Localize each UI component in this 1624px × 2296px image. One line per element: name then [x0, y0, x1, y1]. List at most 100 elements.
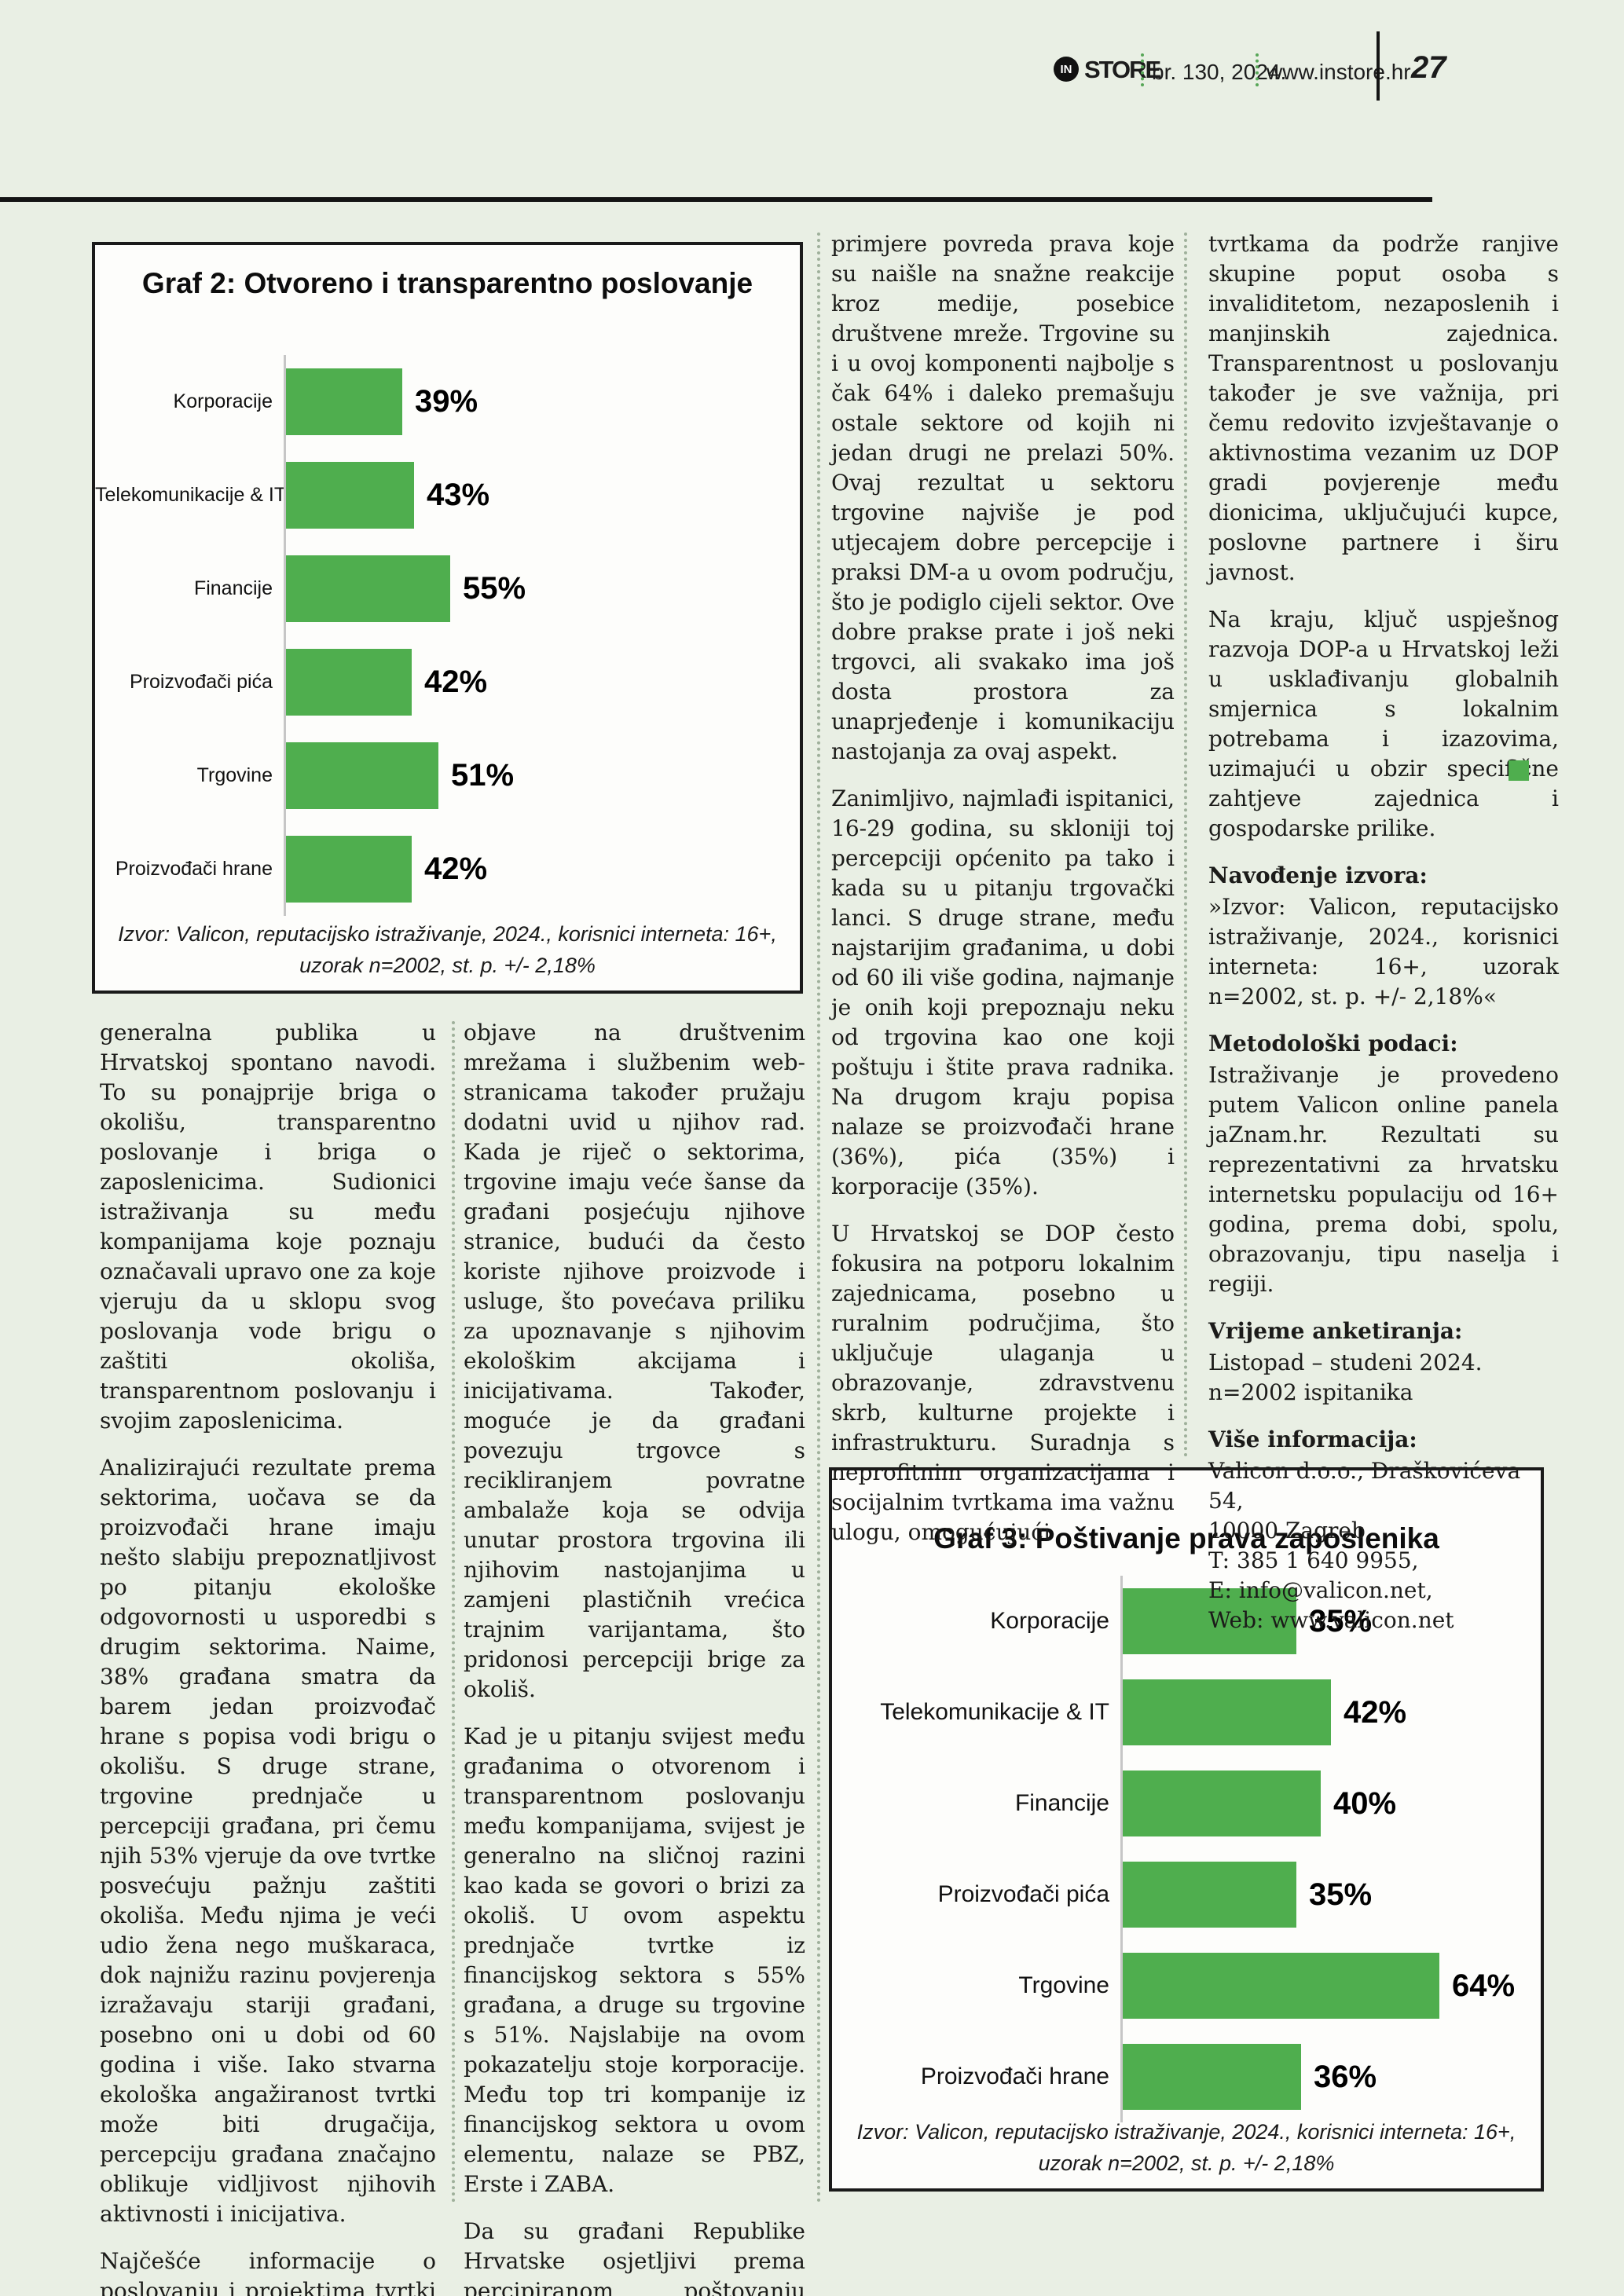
chart-bar-area: 39% — [284, 355, 792, 449]
section-heading-more-info: Više informacija: — [1208, 1426, 1417, 1452]
chart-category-label: Financije — [193, 577, 273, 599]
chart-category-label: Korporacije — [990, 1608, 1109, 1634]
chart-row: Proizvođači hrane 42% — [95, 822, 792, 916]
chart-category-label: Proizvođači hrane — [920, 2063, 1109, 2089]
chart-bar-area: 40% — [1120, 1758, 1533, 1849]
chart-bar-area: 51% — [284, 729, 792, 822]
bar-chart: Korporacije 35% Telekomunikacije & IT 42% Fi… — [832, 1576, 1533, 2122]
paragraph: Zanimljivo, najmlađi ispitanici, 16-29 g… — [831, 785, 1175, 1199]
chart-category-label: Telekomunikacije & IT — [95, 484, 287, 506]
chart-row: Financije 40% — [832, 1758, 1533, 1849]
article-column-1: generalna publika u Hrvatskoj spontano n… — [100, 1018, 436, 2296]
header-dotted-separator — [1256, 53, 1259, 86]
chart-row: Proizvođači pića 42% — [95, 635, 792, 729]
chart-row: Trgovine 51% — [95, 729, 792, 822]
chart-title: Graf 2: Otvoreno i transparentno poslova… — [141, 267, 753, 299]
chart-row: Korporacije 39% — [95, 355, 792, 449]
paragraph: Da su građani Republike Hrvatske osjetlj… — [464, 2218, 805, 2296]
bar — [286, 649, 412, 716]
bar — [1123, 1953, 1439, 2019]
chart-row: Financije 55% — [95, 542, 792, 635]
survey-time-details: Listopad – studeni 2024. n=2002 ispitani… — [1208, 1349, 1483, 1405]
contact-details: Valicon d.o.o., Draškovićeva 54, 10000 Z… — [1208, 1458, 1521, 1633]
paragraph: U Hrvatskoj se DOP često fokusira na pot… — [831, 1221, 1175, 1545]
bar — [286, 368, 402, 435]
paragraph: Na kraju, ključ uspješnog razvoja DOP-a … — [1208, 606, 1559, 841]
chart-row: Telekomunikacije & IT 42% — [832, 1667, 1533, 1758]
chart-source: Izvor: Valicon, reputacijsko istraživanj… — [838, 2116, 1534, 2179]
section-heading-survey-time: Vrijeme anketiranja: — [1208, 1318, 1463, 1344]
bar-value-label: 42% — [424, 851, 488, 886]
graf2-chart-box: Graf 2: Otvoreno i transparentno poslova… — [92, 242, 803, 994]
bar — [1123, 1771, 1321, 1836]
paragraph: generalna publika u Hrvatskoj spontano n… — [100, 1020, 436, 1434]
website-url: www.instore.hr — [1267, 60, 1411, 84]
page-number: 27 — [1411, 50, 1446, 85]
chart-row: Trgovine 64% — [832, 1940, 1533, 2031]
issue-number: br. 130, 2024. — [1152, 60, 1287, 84]
bar — [1123, 1588, 1296, 1654]
paragraph: tvrtkama da podrže ranjive skupine poput… — [1208, 231, 1559, 585]
header-divider — [1377, 31, 1380, 101]
section-heading-sources: Navođenje izvora: — [1208, 862, 1428, 888]
chart-bar-area: 64% — [1120, 1940, 1533, 2031]
chart-category-label: Proizvođači pića — [129, 671, 273, 693]
chart-bar-area: 42% — [284, 822, 792, 916]
instore-logo-icon: IN — [1054, 57, 1079, 82]
article-column-2: objave na društvenim mrežama i službenim… — [464, 1018, 805, 2296]
chart-bar-area: 35% — [1120, 1849, 1533, 1940]
bar-chart: Korporacije 39% Telekomunikacije & IT 43% Fi… — [95, 355, 792, 916]
bar — [286, 555, 450, 622]
chart-row: Proizvođači pića 35% — [832, 1849, 1533, 1940]
paragraph: »Izvor: Valicon, reputacijsko istraživan… — [1208, 894, 1559, 1009]
chart-bar-area: 42% — [284, 635, 792, 729]
chart-bar-area: 55% — [284, 542, 792, 635]
bar — [1123, 1679, 1331, 1745]
chart-row: Proizvođači hrane 36% — [832, 2031, 1533, 2122]
chart-category-label: Proizvođači pića — [937, 1881, 1109, 1907]
chart-source-line: Izvor: Valicon, reputacijsko istraživanj… — [118, 922, 777, 946]
paragraph: Istraživanje je provedeno putem Valicon … — [1208, 1062, 1559, 1297]
chart-bar-area: 43% — [284, 449, 792, 542]
graf3-chart-box: Graf 3: Poštivanje prava zaposlenika Kor… — [829, 1467, 1544, 2192]
chart-category-label: Telekomunikacije & IT — [880, 1699, 1109, 1725]
column-separator — [817, 233, 820, 2204]
chart-category-label: Financije — [1014, 1790, 1109, 1816]
header-dotted-separator — [1141, 53, 1144, 86]
instore-logo-text: STORE — [1084, 56, 1161, 83]
bar — [286, 462, 414, 529]
article-end-marker — [1509, 760, 1529, 781]
bar-value-label: 55% — [463, 571, 526, 606]
bar-value-label: 42% — [1344, 1694, 1407, 1730]
chart-category-label: Korporacije — [173, 390, 273, 412]
chart-bar-area: 36% — [1120, 2031, 1533, 2122]
bar — [1123, 2044, 1301, 2110]
bar — [286, 742, 438, 809]
bar-value-label: 36% — [1314, 2059, 1377, 2094]
chart-source: Izvor: Valicon, reputacijsko istraživanj… — [101, 918, 794, 981]
chart-source-line: uzorak n=2002, st. p. +/- 2,18% — [1038, 2151, 1335, 2175]
chart-category-label: Trgovine — [1018, 1972, 1109, 1998]
section-heading-methodology: Metodološki podaci: — [1208, 1031, 1458, 1056]
article-column-3: primjere povreda prava koje su naišle na… — [831, 229, 1175, 1565]
paragraph: objave na društvenim mrežama i službenim… — [464, 1020, 805, 1702]
bar-value-label: 35% — [1309, 1603, 1373, 1639]
chart-bar-area: 42% — [1120, 1667, 1533, 1758]
chart-bar-area: 35% — [1120, 1576, 1533, 1667]
column-separator — [452, 1021, 455, 2203]
bar-value-label: 40% — [1333, 1785, 1397, 1821]
bar-value-label: 42% — [424, 665, 488, 699]
chart-category-label: Trgovine — [196, 764, 273, 786]
bar-value-label: 64% — [1452, 1968, 1516, 2003]
chart-row: Korporacije 35% — [832, 1576, 1533, 1667]
bar-value-label: 35% — [1309, 1877, 1373, 1912]
bar-value-label: 51% — [451, 758, 515, 793]
chart-source-line: uzorak n=2002, st. p. +/- 2,18% — [299, 954, 596, 977]
paragraph: Najčešće informacije o poslovanju i proj… — [100, 2248, 436, 2296]
chart-category-label: Proizvođači hrane — [115, 858, 273, 880]
bar — [286, 836, 412, 903]
paragraph: Analizirajući rezultate prema sektorima,… — [100, 1455, 436, 2227]
article-column-4: tvrtkama da podrže ranjive skupine poput… — [1208, 229, 1559, 1653]
bar-value-label: 39% — [415, 384, 478, 419]
